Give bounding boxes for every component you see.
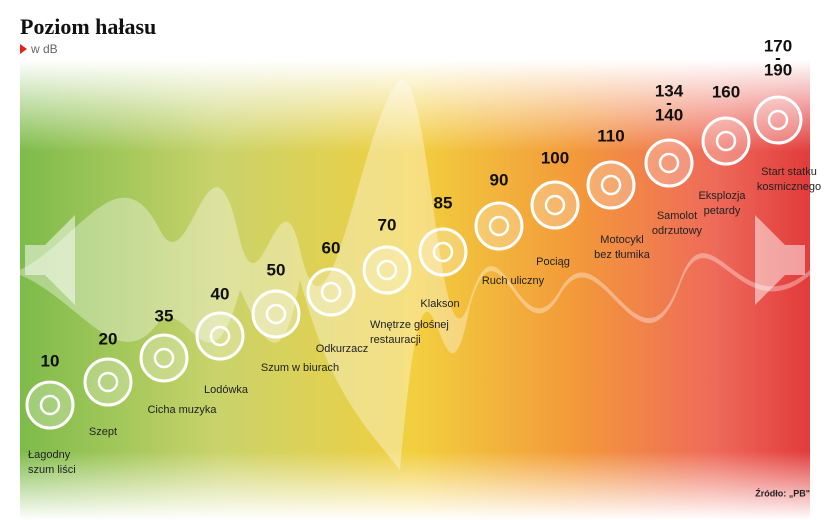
noise-item: 35 Cicha muzyka — [139, 306, 217, 416]
icon-circle — [306, 267, 356, 317]
label: Cicha muzyka — [147, 404, 217, 416]
level: 85 — [434, 193, 453, 212]
icon-circle — [362, 245, 412, 295]
icon-glyph — [600, 174, 622, 196]
noise-item: 110 Motocykl bez tłumika — [586, 126, 651, 261]
icon-circle — [474, 201, 524, 251]
noise-item: 40 Lodówka — [195, 284, 249, 396]
label: petardy — [704, 205, 741, 217]
label: Odkurzacz — [316, 343, 369, 355]
source: Źródło: „PB" — [755, 488, 810, 498]
icon-circle — [701, 116, 751, 166]
level: 140 — [655, 105, 683, 124]
label: Motocykl — [600, 234, 643, 246]
level: - — [666, 93, 672, 112]
label: Szept — [89, 426, 117, 438]
fade — [20, 60, 810, 520]
title: Poziom hałasu — [20, 14, 156, 39]
label: Łagodny — [28, 449, 71, 461]
label: restauracji — [370, 334, 421, 346]
icon-glyph — [320, 281, 342, 303]
level: 60 — [322, 238, 341, 257]
noise-item: 170-190 Start statku kosmicznego — [753, 36, 821, 193]
noise-item: 10 Łagodny szum liści — [25, 351, 76, 476]
subtitle: w dB — [30, 42, 58, 56]
label: Lodówka — [204, 384, 249, 396]
icon-glyph — [715, 130, 737, 152]
icon-glyph — [209, 325, 231, 347]
noise-item: 90 Ruch uliczny — [474, 170, 545, 287]
icon-glyph — [153, 347, 175, 369]
noise-item: 50 Szum w biurach — [251, 260, 339, 374]
label: Wnętrze głośnej — [370, 319, 449, 331]
level: 40 — [211, 284, 230, 303]
label: Samolot — [657, 210, 697, 222]
label: Start statku — [761, 166, 817, 178]
noise-item: 100 Pociąg — [530, 148, 580, 268]
level: 20 — [99, 329, 118, 348]
level: 170 — [764, 36, 792, 55]
level: 100 — [541, 148, 569, 167]
icon-glyph — [658, 152, 680, 174]
noise-item: 85 Klakson — [418, 193, 468, 310]
label: Szum w biurach — [261, 362, 339, 374]
noise-item: 60 Odkurzacz — [306, 238, 369, 355]
noise-item: 160 Eksplozja petardy — [698, 82, 751, 217]
level: 90 — [490, 170, 509, 189]
icon-glyph — [97, 371, 119, 393]
level: - — [775, 48, 781, 67]
level: 134 — [655, 81, 684, 100]
icon-glyph — [544, 194, 566, 216]
noise-item: 134-140 Samolot odrzutowy — [644, 81, 703, 237]
label: bez tłumika — [594, 249, 651, 261]
noise-item: 20 Szept — [83, 329, 133, 438]
icon-circle — [25, 380, 75, 430]
label: Eksplozja — [698, 190, 746, 202]
icon-circle — [644, 138, 694, 188]
icon-glyph — [376, 259, 398, 281]
icon-circle — [586, 160, 636, 210]
noise-item: 70 Wnętrze głośnej restauracji — [362, 215, 449, 346]
level: 160 — [712, 82, 740, 101]
icon-circle — [139, 333, 189, 383]
label: kosmicznego — [757, 181, 821, 193]
icon-glyph — [767, 109, 789, 131]
subtitle-marker — [20, 44, 27, 54]
icon-circle — [530, 180, 580, 230]
level: 50 — [267, 260, 286, 279]
icon-glyph — [39, 394, 61, 416]
icon-circle — [195, 311, 245, 361]
level: 110 — [597, 126, 624, 145]
label: Klakson — [420, 298, 459, 310]
label: odrzutowy — [652, 225, 703, 237]
icon-glyph — [488, 215, 510, 237]
label: szum liści — [28, 464, 76, 476]
label: Ruch uliczny — [482, 275, 545, 287]
icon-circle — [251, 289, 301, 339]
icon-circle — [418, 227, 468, 277]
level: 35 — [155, 306, 174, 325]
label: Pociąg — [536, 256, 570, 268]
level: 70 — [378, 215, 397, 234]
icon-glyph — [265, 303, 287, 325]
level: 190 — [764, 60, 792, 79]
icon-glyph — [432, 241, 454, 263]
icon-circle — [753, 95, 803, 145]
level: 10 — [41, 351, 60, 370]
icon-circle — [83, 357, 133, 407]
